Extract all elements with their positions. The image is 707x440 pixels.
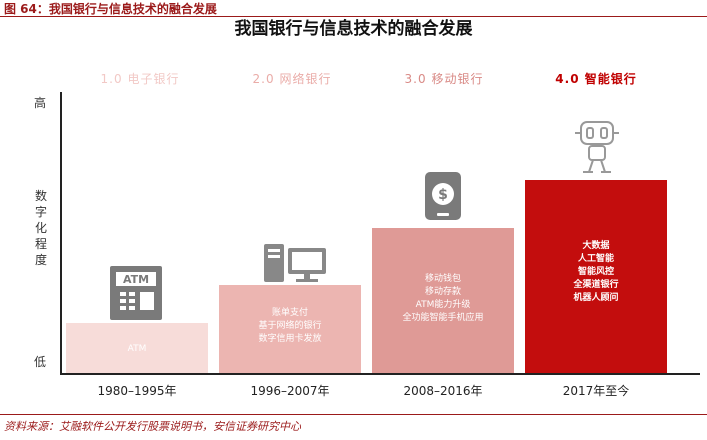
bar-stage-1-line-1: ATM: [127, 344, 147, 354]
bar-stage-3-line-1: 移动钱包: [424, 274, 461, 284]
period-label-2: 1996–2007年: [250, 384, 330, 398]
period-label-1: 1980–1995年: [97, 384, 177, 398]
bar-stage-3-text: 移动钱包 移动存款 ATM能力升级 全功能智能手机应用: [372, 273, 514, 325]
bar-stage-3-line-2: 移动存款: [424, 287, 461, 297]
bar-stage-4: 大数据 人工智能 智能风控 全渠道银行 机器人顾问: [525, 180, 667, 373]
bar-stage-4-line-3: 智能风控: [577, 267, 614, 277]
atm-machine-icon: ATM: [110, 266, 162, 320]
bar-stage-4-line-5: 机器人顾问: [573, 293, 619, 303]
bar-stage-2-line-3: 数字信用卡发放: [258, 334, 322, 344]
diagram-title: 我国银行与信息技术的融合发展: [234, 19, 473, 39]
atm-icon-text: ATM: [123, 273, 149, 286]
source-note: 资料来源：艾融软件公开发行股票说明书，安信证券研究中心: [4, 420, 301, 433]
phone-icon-text: $: [438, 187, 448, 203]
bar-stage-2: 账单支付 基于网络的银行 数字信用卡发放: [219, 285, 361, 373]
y-axis-high-label: 高: [34, 96, 47, 110]
y-axis-line: [60, 92, 62, 374]
bar-stage-3: 移动钱包 移动存款 ATM能力升级 全功能智能手机应用: [372, 228, 514, 373]
bar-stage-4-text: 大数据 人工智能 智能风控 全渠道银行 机器人顾问: [525, 240, 667, 305]
figure-label-rule: [0, 16, 707, 17]
period-label-4: 2017年至今: [562, 384, 630, 398]
bar-stage-4-line-1: 大数据: [582, 241, 610, 251]
bar-stage-2-line-1: 账单支付: [271, 308, 308, 318]
stage-label-4: 4.0 智能银行: [555, 72, 637, 86]
bar-stage-4-line-2: 人工智能: [577, 254, 614, 264]
y-axis-low-label: 低: [34, 355, 47, 369]
smartphone-dollar-icon: $: [425, 172, 461, 220]
bar-stage-4-line-4: 全渠道银行: [573, 280, 619, 290]
bar-stage-1: ATM: [66, 323, 208, 373]
period-label-3: 2008–2016年: [403, 384, 483, 398]
bar-stage-2-text: 账单支付 基于网络的银行 数字信用卡发放: [219, 307, 361, 346]
x-axis-line: [60, 373, 700, 375]
y-axis-title: 数字化程度: [34, 189, 47, 267]
stage-label-2: 2.0 网络银行: [252, 72, 332, 86]
stage-label-1: 1.0 电子银行: [100, 72, 180, 86]
figure-label: 图 64：我国银行与信息技术的融合发展: [4, 2, 217, 16]
source-rule: [0, 414, 707, 415]
bar-stage-3-line-3: ATM能力升级: [415, 300, 471, 310]
bar-stage-2-line-2: 基于网络的银行: [258, 321, 322, 331]
stage-label-3: 3.0 移动银行: [404, 72, 484, 86]
bar-stage-1-text: ATM: [66, 343, 208, 356]
bar-stage-3-line-4: 全功能智能手机应用: [402, 313, 484, 323]
computer-icon: [264, 244, 326, 282]
robot-icon: [575, 121, 619, 173]
